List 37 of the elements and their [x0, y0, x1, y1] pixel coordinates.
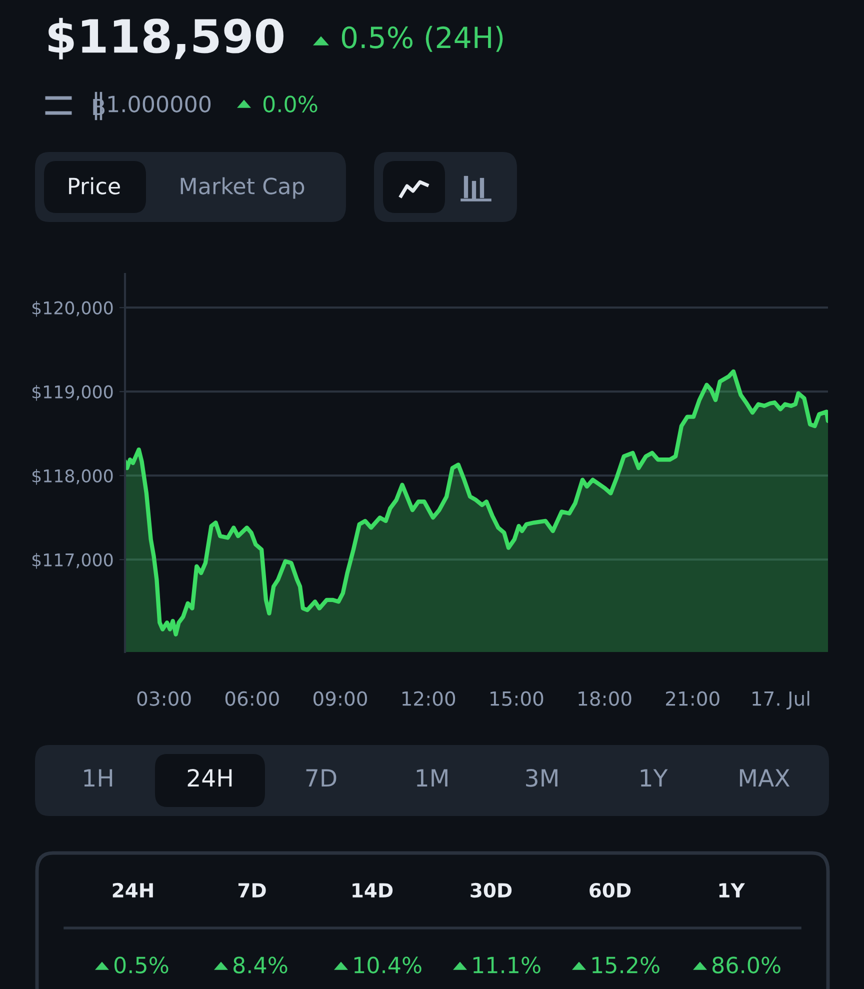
text: 1Y — [640, 769, 668, 787]
x-tick-label: 12:00 — [402, 691, 456, 706]
x-tick-label: 18:00 — [578, 691, 632, 706]
y-tick-label: $118,000 — [32, 469, 113, 485]
text: 0.0% — [263, 96, 318, 112]
category-label: 7D — [238, 883, 266, 898]
category-label: 60D — [590, 882, 631, 898]
text: 8.4% — [234, 956, 288, 974]
x-tick-label: 15:00 — [490, 691, 544, 706]
x-tick-label: 09:00 — [314, 691, 367, 706]
category-label: 1Y — [719, 883, 745, 898]
text: Market Cap — [180, 177, 304, 199]
text: 1H — [84, 769, 112, 787]
text: 10.4% — [354, 956, 422, 974]
text: 1M — [416, 769, 448, 787]
text: 15.2% — [592, 956, 660, 974]
x-tick-label: 17. Jul — [752, 690, 810, 710]
text: 1.000000 — [108, 96, 211, 112]
text: Price — [69, 177, 120, 194]
text: 86.0% — [712, 956, 780, 974]
text: 7D — [306, 769, 336, 787]
text: 3M — [526, 768, 558, 787]
chart-title: $118,590 — [48, 18, 284, 60]
text: 0.5% (24H) — [342, 26, 503, 52]
y-tick-label: $120,000 — [32, 301, 113, 317]
y-tick-label: $117,000 — [32, 553, 113, 569]
text: MAX — [740, 769, 790, 787]
x-tick-label: 21:00 — [666, 691, 720, 706]
x-tick-label: 06:00 — [225, 691, 279, 706]
category-label: 14D — [352, 883, 393, 898]
text: 11.1% — [473, 956, 540, 974]
category-label: 30D — [470, 882, 512, 898]
y-tick-label: $119,000 — [32, 385, 113, 401]
category-label: 24H — [112, 882, 153, 898]
x-tick-label: 03:00 — [137, 691, 191, 706]
text: 24H — [188, 768, 232, 787]
text: 0.5% — [114, 956, 168, 974]
